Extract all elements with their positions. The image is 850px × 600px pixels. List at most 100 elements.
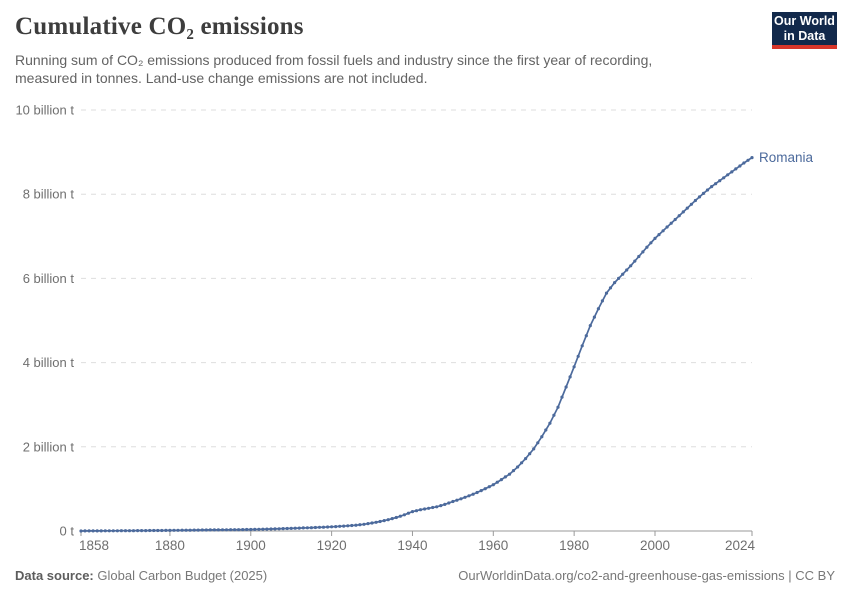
- data-point[interactable]: [160, 528, 164, 533]
- data-point[interactable]: [697, 195, 702, 199]
- data-point[interactable]: [750, 156, 754, 160]
- data-point[interactable]: [580, 344, 584, 348]
- owid-logo[interactable]: Our World in Data: [772, 12, 837, 49]
- data-point[interactable]: [722, 176, 726, 180]
- data-point[interactable]: [451, 499, 455, 504]
- data-point[interactable]: [406, 511, 410, 515]
- data-point[interactable]: [455, 498, 459, 502]
- data-point[interactable]: [552, 413, 556, 417]
- data-point[interactable]: [556, 405, 560, 409]
- data-point[interactable]: [390, 517, 394, 521]
- data-point[interactable]: [681, 210, 685, 214]
- data-point[interactable]: [572, 365, 576, 369]
- data-point[interactable]: [91, 529, 95, 533]
- data-point[interactable]: [330, 525, 334, 529]
- data-point[interactable]: [354, 523, 358, 527]
- data-point[interactable]: [374, 520, 378, 524]
- data-point[interactable]: [588, 324, 592, 328]
- data-point[interactable]: [176, 528, 180, 532]
- data-point[interactable]: [321, 525, 326, 529]
- data-point[interactable]: [164, 528, 168, 533]
- data-point[interactable]: [196, 528, 200, 532]
- data-point[interactable]: [629, 264, 633, 268]
- data-point[interactable]: [305, 526, 309, 530]
- data-point[interactable]: [471, 492, 475, 496]
- data-source-value[interactable]: Global Carbon Budget (2025): [97, 568, 268, 583]
- data-point[interactable]: [548, 421, 552, 425]
- data-point[interactable]: [293, 526, 297, 530]
- data-point[interactable]: [285, 526, 289, 531]
- data-point[interactable]: [487, 485, 491, 489]
- data-point[interactable]: [447, 501, 451, 505]
- data-point[interactable]: [212, 528, 216, 532]
- data-point[interactable]: [540, 435, 544, 439]
- data-point[interactable]: [560, 395, 564, 399]
- data-point[interactable]: [617, 276, 621, 280]
- data-point[interactable]: [338, 524, 342, 528]
- data-point[interactable]: [140, 529, 144, 533]
- series-points[interactable]: [79, 156, 754, 533]
- data-point[interactable]: [693, 198, 698, 203]
- data-point[interactable]: [378, 519, 382, 524]
- data-point[interactable]: [463, 495, 467, 499]
- data-point[interactable]: [358, 523, 362, 527]
- data-point[interactable]: [596, 307, 601, 311]
- data-point[interactable]: [495, 480, 499, 484]
- data-point[interactable]: [576, 354, 580, 358]
- data-point[interactable]: [342, 524, 346, 528]
- data-point[interactable]: [229, 528, 233, 532]
- attribution-link[interactable]: OurWorldinData.org/co2-and-greenhouse-ga…: [458, 568, 835, 583]
- data-point[interactable]: [435, 505, 439, 509]
- data-point[interactable]: [309, 526, 313, 530]
- data-point[interactable]: [633, 259, 637, 263]
- data-point[interactable]: [718, 179, 722, 183]
- data-point[interactable]: [625, 268, 629, 272]
- data-point[interactable]: [111, 529, 115, 533]
- data-point[interactable]: [127, 529, 132, 533]
- data-point[interactable]: [685, 206, 689, 210]
- data-point[interactable]: [136, 529, 140, 533]
- data-point[interactable]: [261, 527, 265, 531]
- data-point[interactable]: [423, 507, 427, 511]
- data-point[interactable]: [443, 502, 447, 506]
- data-point[interactable]: [746, 158, 750, 162]
- data-point[interactable]: [657, 233, 661, 237]
- data-point[interactable]: [511, 469, 516, 473]
- data-point[interactable]: [431, 505, 435, 510]
- data-point[interactable]: [499, 478, 503, 482]
- data-point[interactable]: [156, 528, 160, 533]
- data-point[interactable]: [180, 528, 184, 532]
- data-point[interactable]: [382, 519, 386, 523]
- data-point[interactable]: [249, 527, 253, 532]
- data-point[interactable]: [168, 528, 172, 533]
- data-point[interactable]: [479, 489, 483, 493]
- data-point[interactable]: [568, 375, 572, 379]
- data-point[interactable]: [386, 518, 390, 522]
- data-point[interactable]: [334, 525, 338, 529]
- data-point[interactable]: [528, 452, 532, 456]
- data-point[interactable]: [79, 529, 83, 533]
- data-point[interactable]: [269, 527, 273, 531]
- data-point[interactable]: [265, 527, 269, 531]
- data-point[interactable]: [241, 528, 245, 532]
- data-point[interactable]: [83, 529, 87, 533]
- data-point[interactable]: [475, 490, 479, 495]
- data-point[interactable]: [459, 497, 463, 501]
- data-point[interactable]: [653, 236, 657, 240]
- data-point[interactable]: [172, 528, 176, 532]
- data-point[interactable]: [87, 529, 91, 533]
- data-point[interactable]: [95, 529, 99, 533]
- data-point[interactable]: [418, 508, 423, 512]
- data-point[interactable]: [257, 527, 261, 531]
- data-point[interactable]: [188, 528, 192, 532]
- data-point[interactable]: [536, 441, 540, 445]
- data-point[interactable]: [584, 334, 588, 338]
- data-point[interactable]: [608, 286, 613, 290]
- data-point[interactable]: [705, 188, 710, 192]
- data-point[interactable]: [641, 250, 645, 254]
- data-point[interactable]: [350, 523, 354, 528]
- data-point[interactable]: [297, 526, 301, 530]
- data-point[interactable]: [152, 528, 156, 533]
- data-point[interactable]: [237, 528, 241, 532]
